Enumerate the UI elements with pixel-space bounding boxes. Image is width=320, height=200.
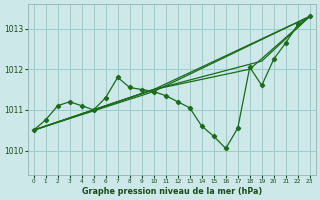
X-axis label: Graphe pression niveau de la mer (hPa): Graphe pression niveau de la mer (hPa): [82, 187, 262, 196]
